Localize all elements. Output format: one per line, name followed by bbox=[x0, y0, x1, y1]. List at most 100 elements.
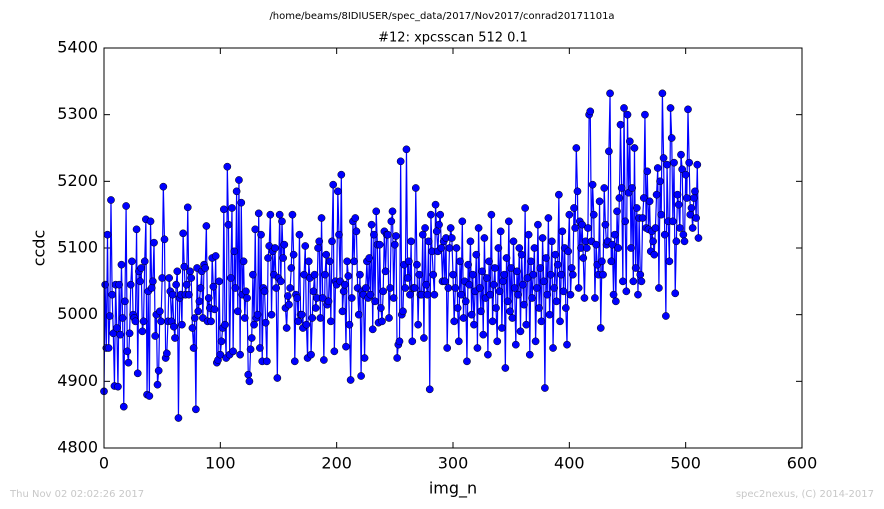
point bbox=[185, 290, 193, 299]
point bbox=[154, 366, 163, 375]
point bbox=[671, 289, 680, 298]
point bbox=[411, 184, 420, 192]
point bbox=[157, 317, 165, 326]
point bbox=[660, 230, 669, 239]
point bbox=[302, 320, 311, 329]
point bbox=[378, 317, 386, 326]
point bbox=[507, 264, 516, 272]
point bbox=[407, 237, 415, 246]
point bbox=[280, 240, 289, 249]
point bbox=[194, 307, 203, 316]
point bbox=[315, 237, 324, 246]
point bbox=[688, 224, 697, 232]
point bbox=[429, 270, 438, 279]
point bbox=[245, 377, 254, 386]
point bbox=[521, 204, 529, 212]
point bbox=[645, 197, 654, 206]
point bbox=[454, 337, 463, 346]
y-tick-label: 4900 bbox=[57, 371, 98, 390]
point bbox=[456, 257, 464, 266]
point bbox=[451, 284, 460, 292]
point bbox=[464, 260, 472, 269]
point bbox=[437, 244, 446, 252]
point bbox=[537, 317, 546, 326]
point bbox=[543, 290, 552, 299]
point bbox=[620, 104, 628, 112]
point bbox=[608, 240, 617, 249]
point bbox=[444, 284, 453, 292]
point bbox=[423, 290, 432, 299]
point bbox=[401, 284, 410, 292]
point bbox=[126, 280, 135, 289]
point bbox=[578, 220, 586, 229]
point bbox=[408, 337, 417, 346]
point bbox=[271, 244, 279, 252]
point bbox=[465, 280, 474, 289]
point bbox=[499, 277, 507, 286]
suptitle: /home/beams/8IDIUSER/spec_data/2017/Nov2… bbox=[269, 11, 614, 22]
point bbox=[183, 203, 192, 212]
point bbox=[510, 284, 519, 292]
point bbox=[630, 144, 639, 152]
point bbox=[217, 337, 226, 346]
point bbox=[344, 272, 353, 280]
point bbox=[273, 374, 282, 382]
point bbox=[667, 134, 676, 142]
point bbox=[669, 217, 677, 226]
point bbox=[333, 187, 342, 196]
point bbox=[309, 287, 318, 296]
point bbox=[529, 270, 538, 279]
point bbox=[649, 237, 657, 246]
point bbox=[445, 244, 454, 252]
point bbox=[122, 202, 130, 210]
point bbox=[541, 384, 549, 392]
point bbox=[235, 176, 243, 184]
point bbox=[114, 382, 122, 391]
point bbox=[415, 270, 424, 279]
point bbox=[522, 320, 531, 329]
point bbox=[684, 105, 692, 114]
point bbox=[404, 257, 413, 266]
point bbox=[239, 257, 248, 266]
point bbox=[180, 262, 189, 271]
x-tick-label: 400 bbox=[554, 454, 585, 473]
point bbox=[278, 217, 286, 226]
point bbox=[347, 294, 356, 302]
point bbox=[186, 267, 194, 276]
point bbox=[513, 267, 521, 276]
point bbox=[232, 187, 241, 196]
point bbox=[528, 294, 536, 302]
point bbox=[365, 254, 374, 262]
point bbox=[424, 237, 433, 246]
point bbox=[557, 270, 566, 279]
point bbox=[599, 270, 607, 279]
point bbox=[316, 314, 325, 322]
point bbox=[466, 237, 475, 246]
point bbox=[189, 344, 198, 352]
point bbox=[346, 376, 355, 384]
point bbox=[330, 347, 339, 356]
point bbox=[338, 307, 347, 316]
point bbox=[242, 287, 250, 296]
point bbox=[503, 297, 512, 306]
point bbox=[670, 158, 678, 167]
y-tick-label: 5300 bbox=[57, 104, 98, 123]
point bbox=[650, 250, 659, 259]
point bbox=[662, 312, 670, 320]
point bbox=[693, 160, 702, 169]
point bbox=[487, 210, 496, 219]
point bbox=[524, 230, 533, 239]
point bbox=[523, 274, 532, 282]
point bbox=[402, 145, 411, 154]
point bbox=[145, 392, 154, 400]
point bbox=[247, 334, 256, 342]
point bbox=[385, 314, 393, 322]
point bbox=[133, 369, 142, 378]
point bbox=[473, 344, 482, 352]
point bbox=[479, 330, 488, 339]
y-tick-label: 5200 bbox=[57, 171, 98, 190]
point bbox=[530, 244, 539, 252]
point bbox=[267, 310, 276, 319]
point bbox=[520, 300, 528, 309]
point bbox=[622, 287, 631, 296]
